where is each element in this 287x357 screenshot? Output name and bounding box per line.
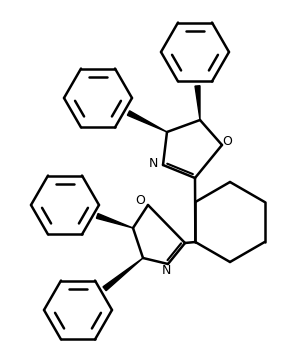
- Text: N: N: [161, 265, 171, 277]
- Text: O: O: [135, 193, 145, 206]
- Text: O: O: [222, 135, 232, 147]
- Polygon shape: [127, 111, 167, 132]
- Polygon shape: [195, 86, 200, 120]
- Text: N: N: [148, 156, 158, 170]
- Polygon shape: [96, 213, 133, 228]
- Polygon shape: [103, 258, 143, 291]
